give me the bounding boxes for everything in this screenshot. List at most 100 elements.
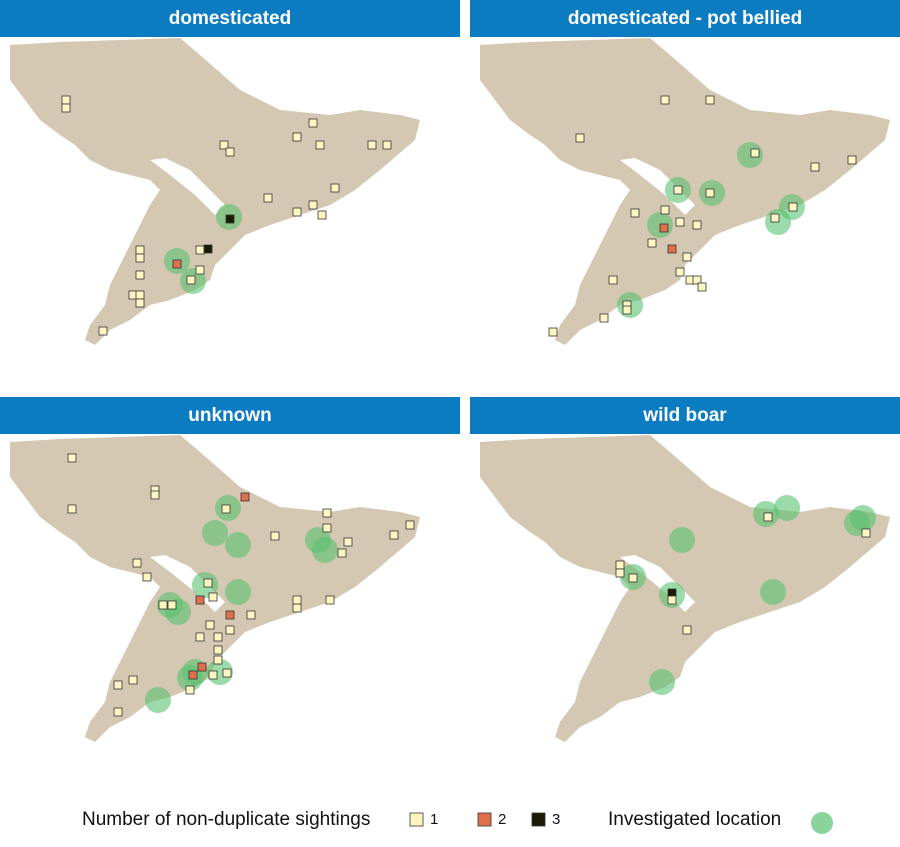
sighting-marker [763, 512, 773, 522]
sighting-marker [225, 625, 235, 635]
sighting-marker [660, 95, 670, 105]
panels: domesticated domesticated - pot bellied un… [0, 0, 900, 742]
sighting-marker [575, 133, 585, 143]
legend-investigated: Investigated location [608, 809, 781, 830]
investigated-marker [312, 537, 338, 563]
investigated-marker [774, 495, 800, 521]
sighting-marker [682, 625, 692, 635]
sighting-marker [322, 523, 332, 533]
sighting-marker [219, 140, 229, 150]
sighting-marker [98, 326, 108, 336]
sighting-marker [705, 188, 715, 198]
sighting-marker [142, 572, 152, 582]
sighting-marker [770, 213, 780, 223]
sighting-marker [225, 147, 235, 157]
sighting-marker [330, 183, 340, 193]
sighting-marker [188, 670, 198, 680]
sighting-marker [221, 504, 231, 514]
sighting-marker [208, 592, 218, 602]
sighting-marker [203, 578, 213, 588]
land-shape [480, 435, 890, 742]
sighting-marker [292, 595, 302, 605]
investigated-marker [737, 142, 763, 168]
sighting-marker [673, 185, 683, 195]
sighting-marker [308, 200, 318, 210]
sighting-marker [128, 675, 138, 685]
sighting-marker [659, 223, 669, 233]
facet-title: domesticated [169, 8, 291, 29]
sighting-marker [647, 238, 657, 248]
sighting-marker [682, 252, 692, 262]
sighting-marker [788, 202, 798, 212]
sighting-marker [325, 595, 335, 605]
sighting-marker [213, 632, 223, 642]
sighting-marker [382, 140, 392, 150]
legend-label: 1 [430, 811, 438, 828]
sighting-marker [185, 685, 195, 695]
sighting-marker [315, 140, 325, 150]
facet-header [470, 0, 900, 37]
sighting-marker [135, 298, 145, 308]
sighting-marker [135, 270, 145, 280]
sighting-marker [113, 707, 123, 717]
sighting-marker [61, 103, 71, 113]
legend-label: 2 [498, 811, 506, 828]
sighting-marker [292, 132, 302, 142]
sighting-marker [213, 645, 223, 655]
sighting-marker [548, 327, 558, 337]
investigated-marker [760, 579, 786, 605]
sighting-marker [630, 208, 640, 218]
legend-swatch [477, 812, 492, 827]
facet-header [0, 0, 460, 37]
sighting-marker [343, 537, 353, 547]
sighting-marker [628, 573, 638, 583]
sighting-marker [667, 244, 677, 254]
legend-swatch [409, 812, 424, 827]
sighting-marker [195, 245, 205, 255]
investigated-marker [145, 687, 171, 713]
sighting-marker [132, 558, 142, 568]
land-shape [10, 38, 420, 345]
sighting-marker [861, 528, 871, 538]
facet-title: domesticated - pot bellied [568, 8, 802, 29]
sighting-marker [317, 210, 327, 220]
sighting-marker [67, 504, 77, 514]
sighting-marker [135, 245, 145, 255]
legend-swatch [531, 812, 546, 827]
legend-title: Number of non-duplicate sightings [82, 809, 370, 830]
sighting-marker [270, 531, 280, 541]
facet-header [0, 397, 460, 434]
sighting-marker [246, 610, 256, 620]
sighting-marker [113, 680, 123, 690]
sighting-marker [172, 259, 182, 269]
investigated-marker [669, 527, 695, 553]
sighting-marker [692, 275, 702, 285]
sighting-marker [308, 118, 318, 128]
legend-circle [811, 812, 833, 834]
sighting-marker [847, 155, 857, 165]
facet-panel: domesticated [0, 0, 460, 345]
sighting-marker [337, 548, 347, 558]
sighting-marker [135, 290, 145, 300]
investigated-marker [202, 520, 228, 546]
sighting-marker [263, 193, 273, 203]
sighting-marker [67, 453, 77, 463]
sighting-marker [675, 267, 685, 277]
legend-label: 3 [552, 811, 560, 828]
sighting-marker [195, 595, 205, 605]
investigated-marker [225, 532, 251, 558]
facet-panel: domesticated - pot bellied [470, 0, 900, 345]
sighting-marker [213, 655, 223, 665]
sighting-marker [750, 148, 760, 158]
sighting-marker [675, 217, 685, 227]
facet-panel: unknown [0, 397, 460, 742]
sighting-marker [692, 220, 702, 230]
sighting-marker [240, 492, 250, 502]
sighting-marker [615, 560, 625, 570]
sighting-marker [186, 275, 196, 285]
investigated-marker [649, 669, 675, 695]
facet-title: wild boar [642, 405, 727, 426]
investigated-marker [225, 579, 251, 605]
sighting-marker [292, 207, 302, 217]
